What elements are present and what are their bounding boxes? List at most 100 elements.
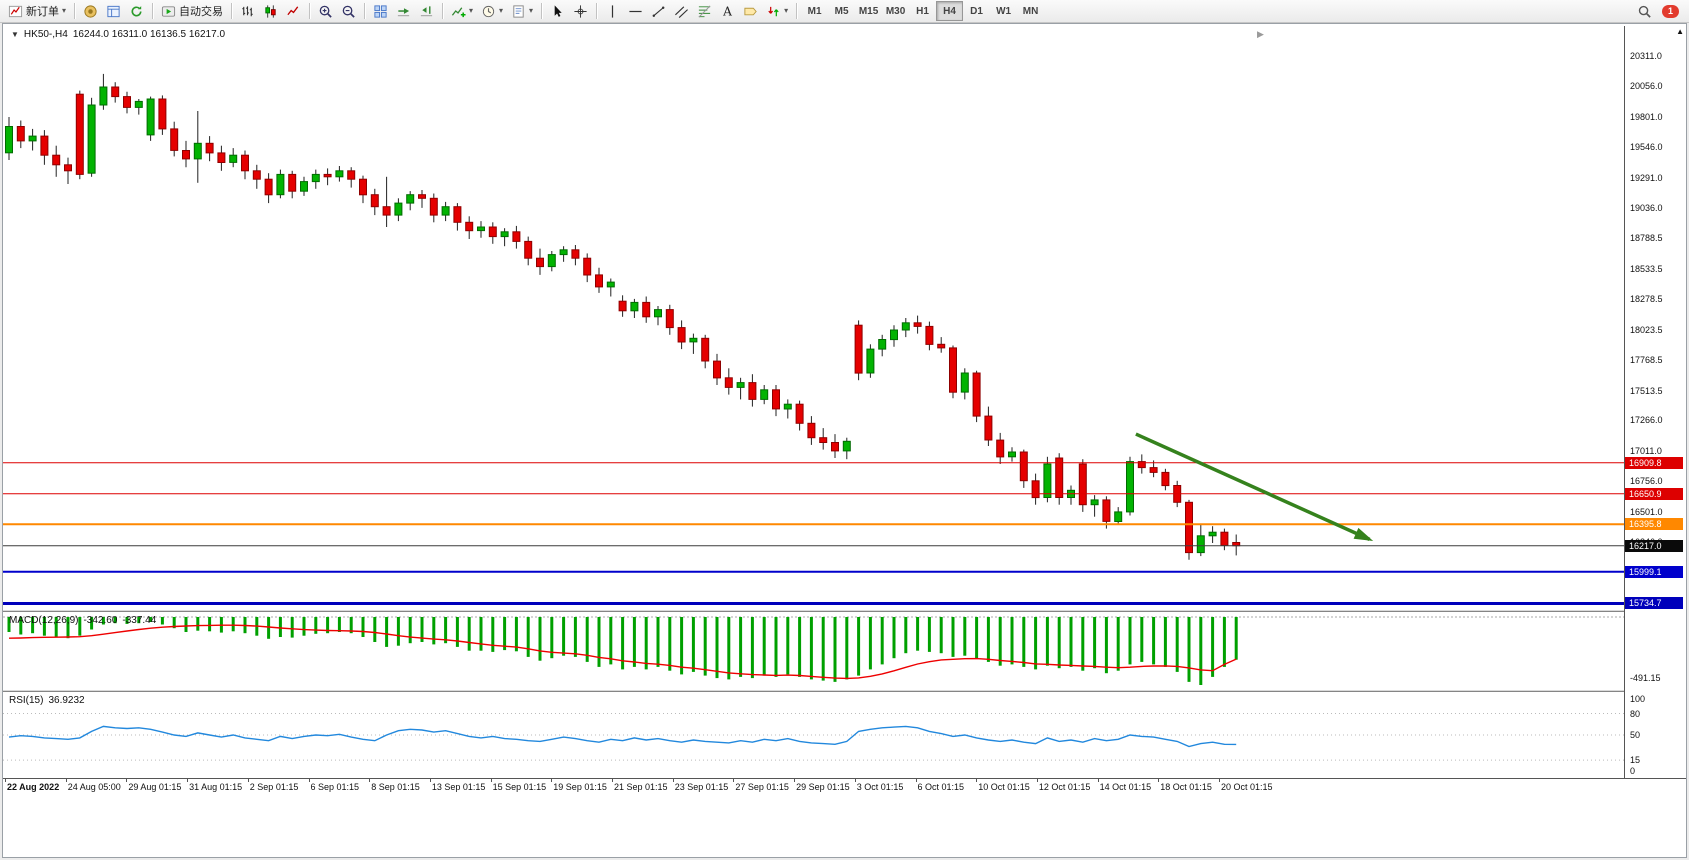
time-axis-label: 19 Sep 01:15 bbox=[553, 782, 607, 792]
chart-title: HK50-,H4 16244.0 16311.0 16136.5 16217.0 bbox=[11, 29, 225, 40]
time-axis-label: 3 Oct 01:15 bbox=[856, 782, 904, 792]
time-axis-tick bbox=[187, 779, 189, 782]
rsi-axis-label: 100 bbox=[1630, 694, 1646, 705]
timeframe-mn-button[interactable]: MN bbox=[1017, 1, 1044, 21]
zoom-in-button[interactable] bbox=[314, 1, 337, 21]
tile-windows-button[interactable] bbox=[369, 1, 392, 21]
macd-signal-value: -337.44 bbox=[122, 615, 157, 626]
price-axis-label: 16756.0 bbox=[1630, 476, 1663, 487]
fibonacci-button[interactable] bbox=[693, 1, 716, 21]
symbol-dropdown-icon[interactable] bbox=[11, 30, 19, 39]
toolbar-separator bbox=[442, 3, 444, 19]
time-axis-tick bbox=[1158, 779, 1160, 782]
pane-splitter[interactable] bbox=[3, 690, 1686, 693]
pane-splitter[interactable] bbox=[3, 610, 1686, 613]
bar-chart-icon bbox=[240, 4, 255, 19]
chevron-down-icon bbox=[499, 7, 503, 15]
zoom-out-button[interactable] bbox=[337, 1, 360, 21]
timeframe-m1-button[interactable]: M1 bbox=[801, 1, 828, 21]
timeframe-h4-button[interactable]: H4 bbox=[936, 1, 964, 21]
time-axis-label: 14 Oct 01:15 bbox=[1099, 782, 1152, 792]
timeframe-m30-button[interactable]: M30 bbox=[882, 1, 909, 21]
auto-trading-label: 自动交易 bbox=[179, 6, 224, 18]
chart-shift-button[interactable] bbox=[415, 1, 438, 21]
time-axis-tick bbox=[369, 779, 371, 782]
crosshair-icon bbox=[573, 4, 588, 19]
timeframe-d1-button[interactable]: D1 bbox=[963, 1, 990, 21]
trendline-button[interactable] bbox=[647, 1, 670, 21]
price-axis[interactable]: 20311.0 20056.0 19801.0 19546.0 19291.0 19036… bbox=[1624, 26, 1686, 778]
vertical-line-button[interactable] bbox=[601, 1, 624, 21]
auto-trading-button[interactable]: 自动交易 bbox=[157, 1, 227, 21]
rsi-label: RSI(15) bbox=[9, 695, 44, 706]
price-level-tag: 16650.9 bbox=[1625, 487, 1683, 500]
trendline-icon bbox=[651, 4, 666, 19]
timeframe-m5-button[interactable]: M5 bbox=[828, 1, 855, 21]
main-price-chart[interactable] bbox=[3, 26, 1624, 610]
rsi-indicator-pane[interactable] bbox=[3, 692, 1624, 778]
new-order-button[interactable]: 新订单 bbox=[4, 1, 70, 21]
price-axis-label: 19546.0 bbox=[1630, 142, 1663, 153]
rsi-header: RSI(15) 36.9232 bbox=[9, 695, 85, 706]
autoscroll-button[interactable] bbox=[392, 1, 415, 21]
time-axis-label: 31 Aug 01:15 bbox=[189, 782, 243, 792]
text-icon: A bbox=[720, 4, 735, 19]
crosshair-button[interactable] bbox=[569, 1, 592, 21]
bar-chart-button[interactable] bbox=[236, 1, 259, 21]
data-window-icon bbox=[106, 4, 121, 19]
chart-shift-icon bbox=[419, 4, 434, 19]
toolbar-separator bbox=[309, 3, 311, 19]
time-axis-tick bbox=[490, 779, 492, 782]
time-axis-tick bbox=[5, 779, 6, 782]
cursor-button[interactable] bbox=[546, 1, 569, 21]
time-axis-tick bbox=[429, 779, 431, 782]
candlestick-button[interactable] bbox=[259, 1, 282, 21]
toolbar-separator bbox=[541, 3, 543, 19]
time-axis-label: 2 Sep 01:15 bbox=[249, 782, 299, 792]
time-axis-label: 15 Sep 01:15 bbox=[492, 782, 547, 792]
periods-button[interactable] bbox=[477, 1, 507, 21]
chevron-down-icon bbox=[469, 7, 473, 15]
notification-badge[interactable]: 1 bbox=[1662, 4, 1679, 18]
template-button[interactable] bbox=[507, 1, 537, 21]
search-button[interactable] bbox=[1633, 1, 1656, 21]
timeframe-w1-button[interactable]: W1 bbox=[990, 1, 1017, 21]
macd-indicator-pane[interactable] bbox=[3, 612, 1624, 690]
price-level-tag: 15999.1 bbox=[1625, 565, 1683, 578]
new-order-label: 新订单 bbox=[26, 6, 59, 18]
timeframe-m15-button[interactable]: M15 bbox=[855, 1, 882, 21]
line-chart-button[interactable] bbox=[282, 1, 305, 21]
time-axis-tick bbox=[551, 779, 553, 782]
time-axis-label: 6 Sep 01:15 bbox=[310, 782, 360, 792]
macd-main-value: -342.60 bbox=[83, 615, 118, 626]
indicators-icon bbox=[451, 4, 466, 19]
metaeditor-button[interactable] bbox=[79, 1, 102, 21]
toolbar-separator bbox=[796, 3, 798, 19]
time-axis-label: 21 Sep 01:15 bbox=[614, 782, 668, 792]
label-button[interactable] bbox=[739, 1, 762, 21]
indicators-button[interactable] bbox=[447, 1, 477, 21]
zoom-out-icon bbox=[341, 4, 356, 19]
time-axis-tick bbox=[672, 779, 674, 782]
arrows-button[interactable] bbox=[762, 1, 792, 21]
symbol-period-label: HK50-,H4 bbox=[23, 29, 68, 40]
time-axis-label: 20 Oct 01:15 bbox=[1221, 782, 1273, 792]
fibonacci-icon bbox=[697, 4, 712, 19]
autotrading-icon bbox=[161, 4, 176, 19]
time-axis[interactable]: 22 Aug 2022 24 Aug 05:00 29 Aug 01:15 31 Au… bbox=[3, 778, 1686, 795]
horizontal-line-button[interactable] bbox=[624, 1, 647, 21]
metaeditor-icon bbox=[83, 4, 98, 19]
channel-button[interactable] bbox=[670, 1, 693, 21]
timeframe-h1-button[interactable]: H1 bbox=[909, 1, 936, 21]
new-order-icon bbox=[8, 4, 23, 19]
price-axis-label: 17266.0 bbox=[1630, 415, 1663, 426]
text-button[interactable]: A bbox=[716, 1, 739, 21]
axis-corner-marker-icon: ▲ bbox=[1676, 27, 1684, 36]
data-window-button[interactable] bbox=[102, 1, 125, 21]
price-axis-label: 17768.5 bbox=[1630, 355, 1663, 366]
time-axis-label: 27 Sep 01:15 bbox=[735, 782, 789, 792]
chevron-down-icon bbox=[529, 7, 533, 15]
refresh-button[interactable] bbox=[125, 1, 148, 21]
time-axis-tick bbox=[612, 779, 613, 782]
